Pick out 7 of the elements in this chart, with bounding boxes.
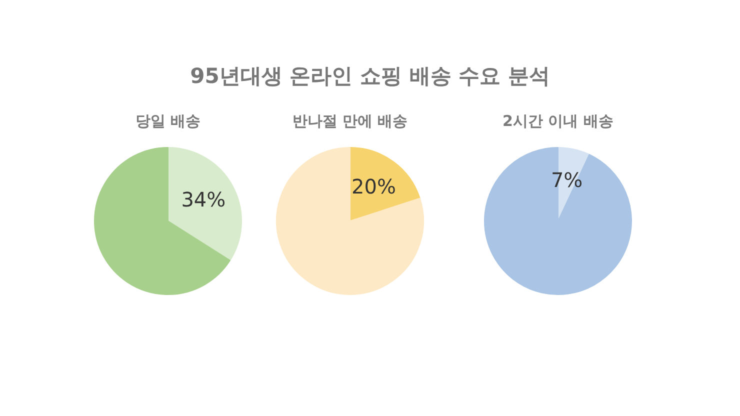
data-label: 20% — [352, 174, 396, 198]
chart-title: 반나절 만에 배송 — [291, 112, 409, 132]
text: 95년대생 온라인 쇼핑 배송 수요 분석 — [189, 63, 551, 90]
data-label: 34% — [181, 188, 226, 212]
chart-title: 2시간 이내 배송 — [502, 112, 614, 132]
data-label: 7% — [550, 168, 583, 192]
chart-title: 당일 배송 — [134, 112, 202, 132]
